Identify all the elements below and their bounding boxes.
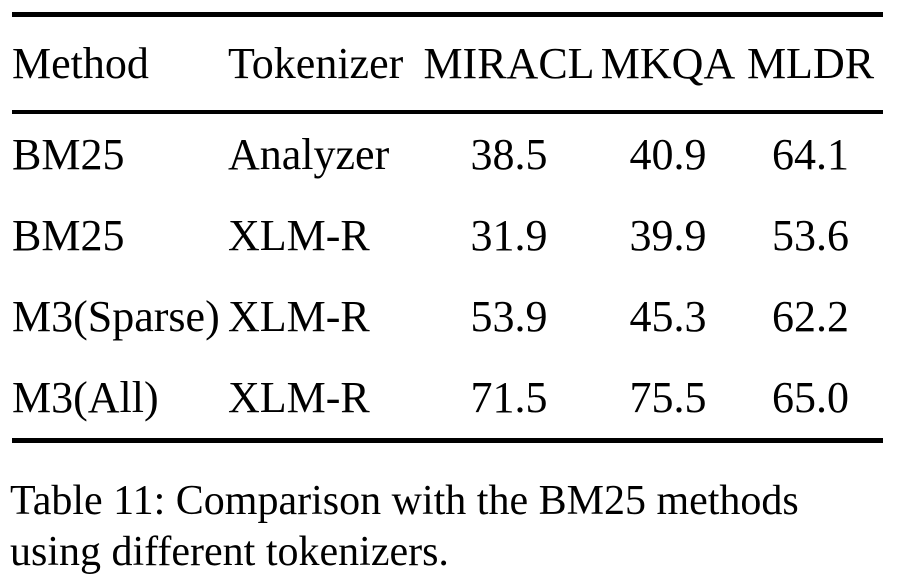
table-row: BM25 XLM-R 31.9 39.9 53.6	[12, 195, 883, 276]
cell-mkqa: 75.5	[629, 372, 707, 422]
cell-mldr: 65.0	[772, 372, 849, 422]
cell-mkqa: 39.9	[629, 210, 707, 260]
cell-mkqa: 40.9	[629, 129, 707, 179]
column-header-method: Method	[12, 14, 228, 114]
column-header-mkqa: MKQA	[598, 14, 738, 114]
cell-tokenizer: Analyzer	[228, 129, 390, 179]
cell-method: M3(Sparse)	[12, 291, 220, 341]
cell-mldr: 53.6	[772, 210, 849, 260]
cell-mldr: 64.1	[772, 129, 849, 179]
cell-method: BM25	[12, 129, 125, 179]
column-header-mldr: MLDR	[738, 14, 883, 114]
results-table: Method Tokenizer MIRACL MKQA MLDR BM25 A…	[12, 12, 883, 443]
cell-miracl: 53.9	[470, 291, 548, 341]
cell-tokenizer: XLM-R	[228, 372, 370, 422]
cell-mkqa: 45.3	[629, 291, 707, 341]
cell-method: BM25	[12, 210, 125, 260]
table-header-row: Method Tokenizer MIRACL MKQA MLDR	[12, 14, 883, 114]
column-header-miracl: MIRACL	[420, 14, 598, 114]
cell-method: M3(All)	[12, 372, 159, 422]
cell-miracl: 71.5	[470, 372, 548, 422]
table-row: M3(Sparse) XLM-R 53.9 45.3 62.2	[12, 276, 883, 357]
cell-miracl: 38.5	[470, 129, 548, 179]
cell-miracl: 31.9	[470, 210, 548, 260]
table-row: M3(All) XLM-R 71.5 75.5 65.0	[12, 357, 883, 441]
table-caption: Table 11: Comparison with the BM25 metho…	[10, 478, 799, 576]
cell-tokenizer: XLM-R	[228, 291, 370, 341]
column-header-tokenizer: Tokenizer	[228, 14, 420, 114]
cell-tokenizer: XLM-R	[228, 210, 370, 260]
cell-mldr: 62.2	[772, 291, 849, 341]
table-row: BM25 Analyzer 38.5 40.9 64.1	[12, 112, 883, 195]
